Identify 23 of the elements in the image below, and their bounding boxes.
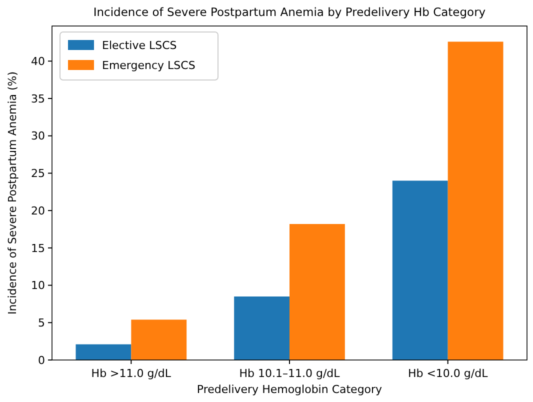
x-tick-label: Hb 10.1–11.0 g/dL [239, 367, 341, 380]
y-tick-label: 25 [31, 167, 45, 180]
x-axis-title: Predelivery Hemoglobin Category [196, 383, 383, 396]
y-tick-label: 40 [31, 54, 45, 68]
y-tick-label: 10 [31, 279, 45, 292]
legend-label: Emergency LSCS [102, 59, 196, 72]
y-tick-label: 20 [31, 204, 45, 218]
y-tick-label: 0 [38, 354, 45, 367]
y-tick-label: 15 [31, 242, 45, 255]
bar [392, 180, 448, 360]
y-axis-title: Incidence of Severe Postpartum Anemia (%) [6, 71, 19, 315]
y-tick-label: 30 [31, 130, 45, 143]
bar [290, 224, 345, 360]
bar [131, 320, 187, 360]
y-tick-label: 5 [38, 316, 45, 330]
x-tick-label: Hb >11.0 g/dL [91, 367, 172, 380]
chart-title: Incidence of Severe Postpartum Anemia by Predelivery Hb Category [93, 5, 486, 19]
y-tick-label: 35 [31, 92, 45, 106]
legend-label: Elective LSCS [102, 39, 177, 52]
x-tick-label: Hb <10.0 g/dL [408, 367, 489, 380]
bar [448, 42, 504, 360]
bar [234, 296, 290, 360]
bar [76, 344, 132, 360]
